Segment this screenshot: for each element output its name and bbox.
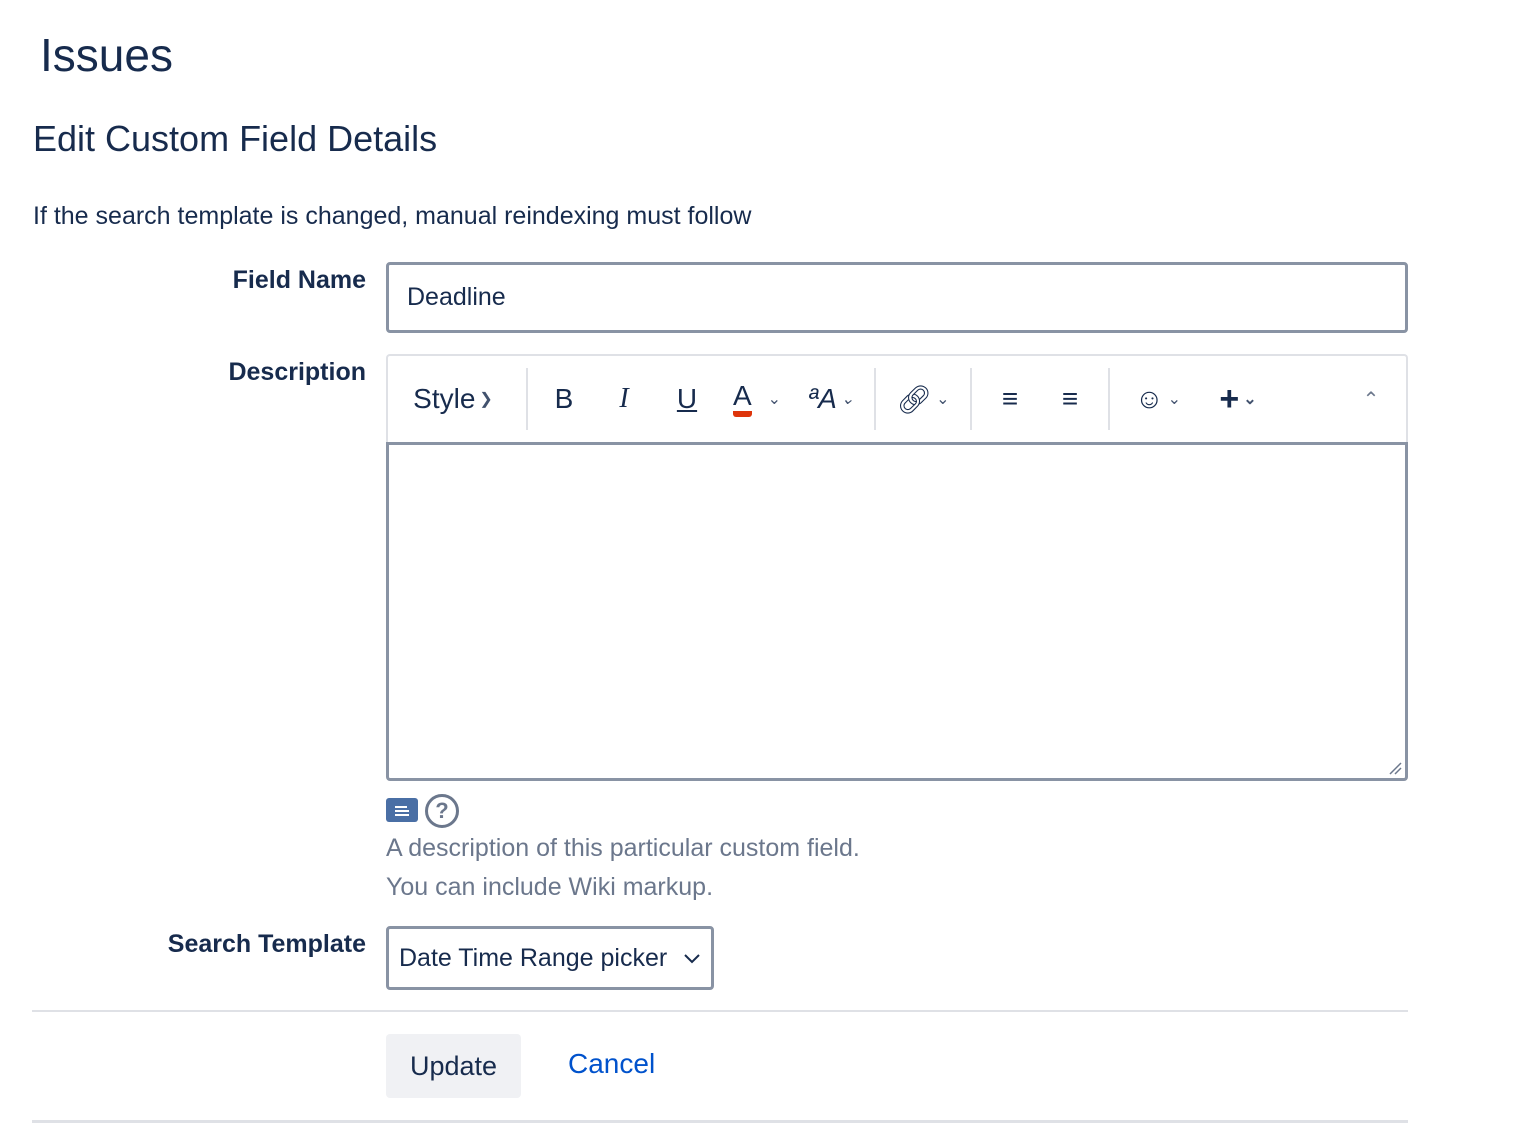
chevron-down-icon: ⌄ [767,391,782,408]
resize-handle-icon[interactable] [1388,761,1402,775]
numbered-list-button[interactable]: ≡ [1040,369,1100,429]
chevron-down-icon: ⌄ [1167,391,1181,408]
cancel-link[interactable]: Cancel [568,1048,656,1079]
editor-toolbar: Style ❯ B I U A ⌄ ªA ⌄ 🔗︎ ⌄ ≡ ≡ ☺ ⌄ + ⌄ ⌃ [386,354,1408,442]
chevron-down-icon: ⌄ [936,391,950,408]
chevron-down-icon: ⌄ [840,391,855,408]
bold-button[interactable]: B [536,369,592,429]
divider [32,1120,1408,1123]
bullet-list-button[interactable]: ≡ [980,369,1040,429]
search-template-label: Search Template [167,930,366,958]
help-icon[interactable]: ? [425,794,459,828]
link-button[interactable]: 🔗︎ ⌄ [884,369,962,429]
link-icon: 🔗︎ [896,383,933,415]
numbered-list-icon: ≡ [1061,383,1079,414]
search-template-select[interactable]: Date Time Range picker [386,926,714,990]
description-hint: A description of this particular custom … [386,834,860,862]
more-formatting-icon: ªA [807,383,837,414]
italic-button[interactable]: I [592,369,656,429]
description-editor[interactable] [386,442,1408,781]
wiki-markup-hint: You can include Wiki markup. [386,873,714,901]
bullet-list-icon: ≡ [1001,383,1019,414]
chevron-down-icon: ⌄ [1243,391,1257,408]
divider [970,368,972,430]
field-name-input[interactable] [386,262,1408,333]
divider [874,368,876,430]
divider [526,368,528,430]
search-template-value: Date Time Range picker [399,943,668,972]
emoji-button[interactable]: ☺ ⌄ [1118,369,1198,429]
more-formatting-button[interactable]: ªA ⌄ [796,369,866,429]
collapse-toolbar-button[interactable]: ⌃ [1336,369,1406,429]
bold-icon: B [554,383,574,414]
field-name-label: Field Name [232,266,366,294]
section-title: Edit Custom Field Details [33,118,438,159]
page-title: Issues [40,29,173,81]
divider [1108,368,1110,430]
update-button[interactable]: Update [386,1034,521,1098]
underline-button[interactable]: U [656,369,718,429]
reindex-notice: If the search template is changed, manua… [33,202,752,230]
emoji-icon: ☺ [1135,383,1164,414]
insert-button[interactable]: + ⌄ [1198,369,1278,429]
style-label: Style [413,383,476,414]
plus-icon: + [1219,379,1240,418]
divider [32,1010,1408,1012]
chevron-double-up-icon: ⌃ [1362,388,1380,411]
style-dropdown[interactable]: Style ❯ [388,369,518,429]
text-color-button[interactable]: A ⌄ [718,369,796,429]
chevron-down-icon: ❯ [479,391,493,408]
wiki-markup-icon[interactable] [386,798,418,822]
chevron-down-icon [684,954,700,964]
text-color-icon: A [732,381,752,417]
underline-icon: U [676,383,698,414]
description-label: Description [228,358,366,386]
italic-icon: I [619,383,629,414]
